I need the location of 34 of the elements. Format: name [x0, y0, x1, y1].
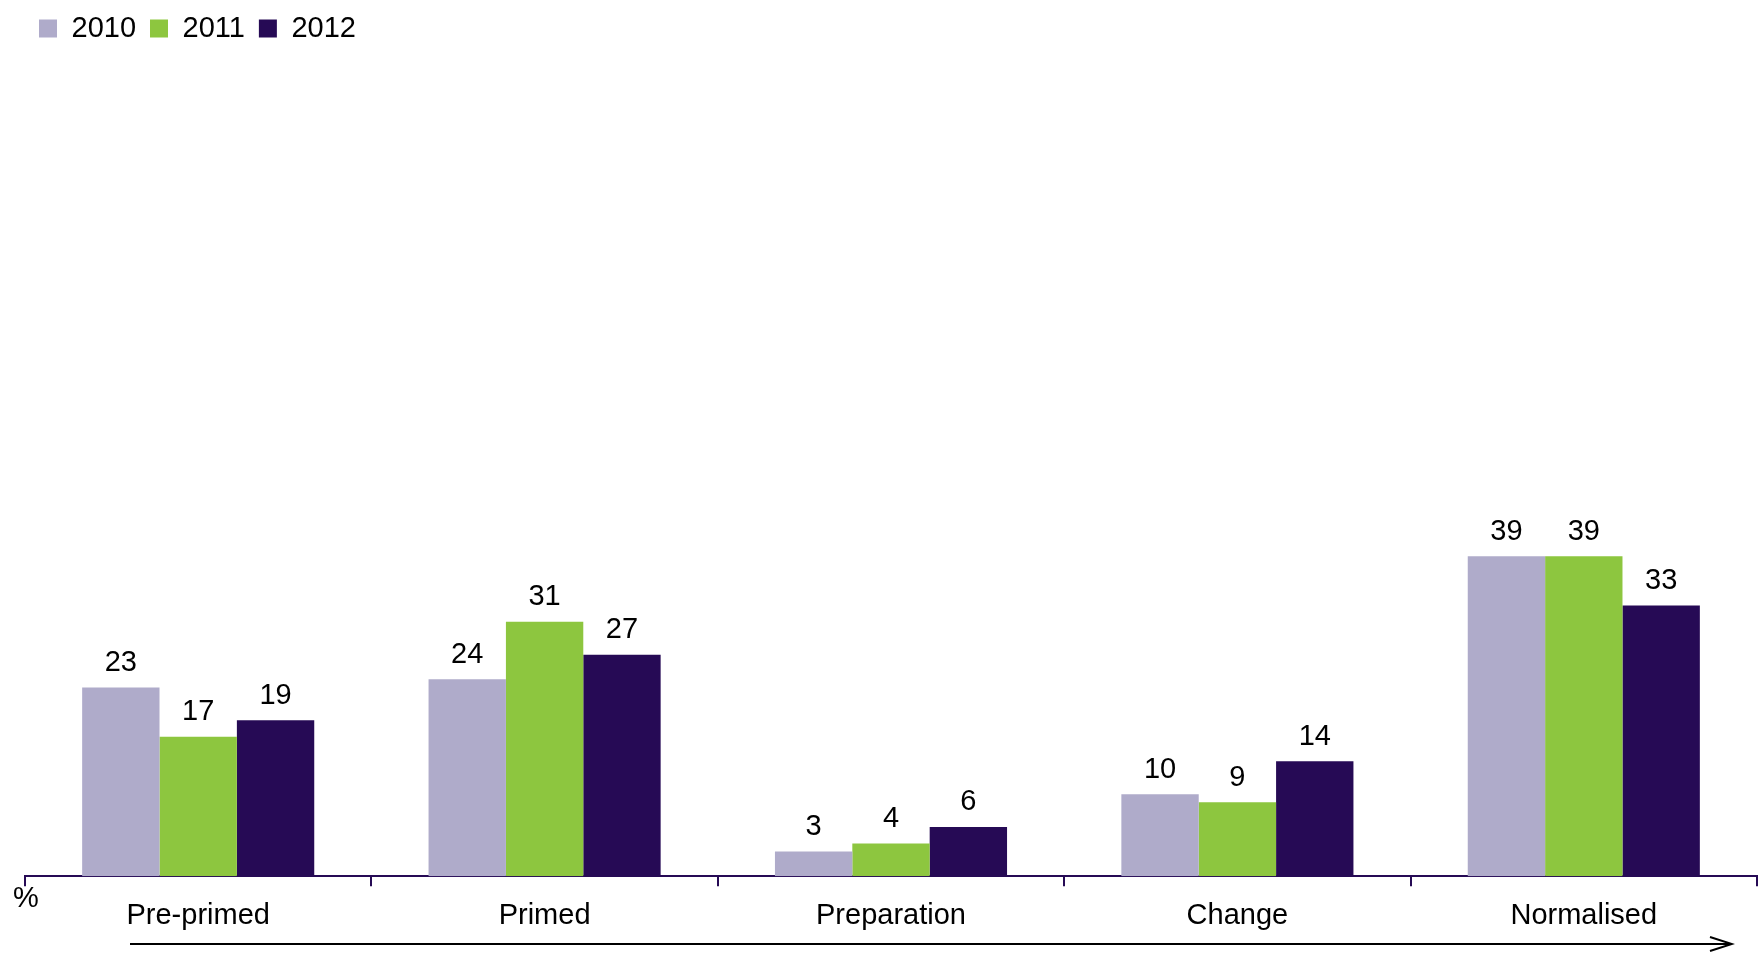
data-label: 14: [1298, 718, 1331, 751]
x-tick-label: Pre-primed: [126, 897, 270, 930]
bar: [82, 687, 160, 877]
bar: [1545, 556, 1623, 877]
legend-label: 2012: [291, 10, 356, 43]
bar: [159, 736, 237, 877]
data-label: 4: [882, 800, 900, 833]
data-label: 23: [104, 644, 137, 677]
data-label: 9: [1229, 759, 1246, 792]
data-label: 39: [1567, 513, 1600, 546]
data-label: 39: [1490, 513, 1523, 546]
data-label: 27: [605, 612, 639, 645]
bar: [774, 851, 853, 877]
text: %: [13, 880, 39, 913]
bar: [1467, 556, 1546, 877]
data-label: 3: [805, 809, 822, 842]
bar: [1121, 794, 1199, 877]
x-tick-label: Primed: [498, 897, 591, 930]
data-label: 6: [960, 784, 977, 817]
data-label: 33: [1645, 562, 1678, 595]
bar: [1198, 802, 1277, 877]
x-tick-label: Normalised: [1510, 897, 1658, 930]
data-label: 17: [182, 694, 215, 727]
x-tick-label: Preparation: [816, 897, 966, 930]
bar: [852, 843, 930, 877]
data-label: 24: [451, 636, 484, 669]
data-label: 19: [259, 677, 292, 710]
x-tick-label: Change: [1186, 897, 1289, 930]
legend-label: 2010: [71, 10, 137, 43]
bar: [505, 621, 584, 877]
data-label: 31: [528, 579, 561, 612]
legend-label: 2011: [182, 10, 245, 43]
bar: [428, 679, 506, 877]
data-label: 10: [1143, 751, 1177, 784]
